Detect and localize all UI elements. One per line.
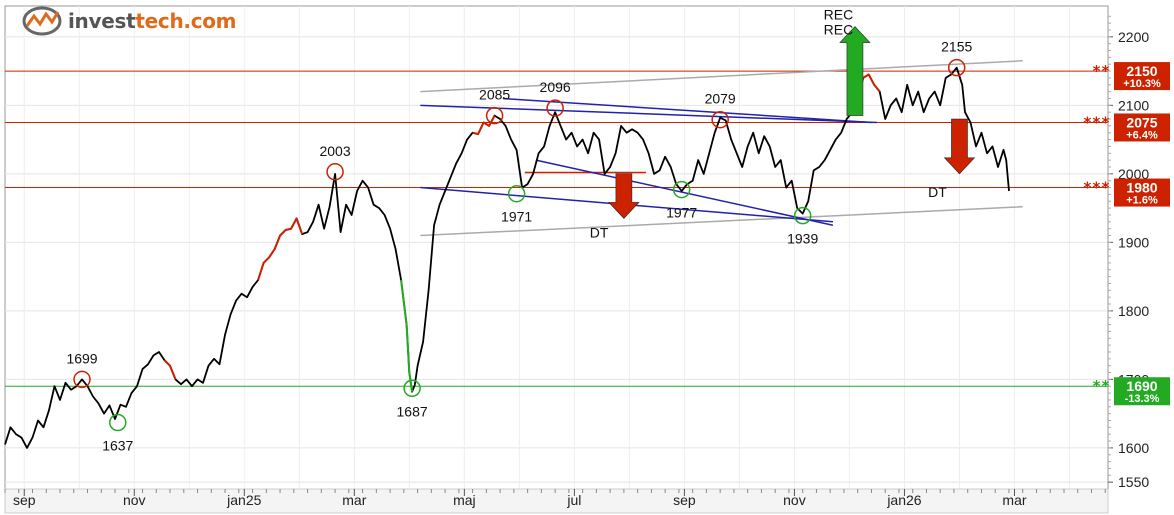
peak-marker bbox=[326, 163, 344, 181]
trough-label: 1939 bbox=[787, 231, 818, 247]
y-tick-label: 2100 bbox=[1118, 97, 1149, 113]
level-stars: *** bbox=[1083, 113, 1110, 131]
peak-marker bbox=[546, 99, 564, 117]
buy-signal-arrow bbox=[839, 26, 871, 116]
x-tick-label: nov bbox=[783, 492, 806, 508]
level-badge bbox=[1114, 178, 1170, 207]
logo-text-part1: invest bbox=[68, 9, 136, 33]
y-tick-label: 2200 bbox=[1118, 29, 1149, 45]
x-tick-label: sep bbox=[13, 492, 36, 508]
level-value: 2150 bbox=[1126, 63, 1157, 79]
y-tick-label: 1800 bbox=[1118, 303, 1149, 319]
level-percent: +10.3% bbox=[1123, 78, 1161, 90]
signal-label: DT bbox=[590, 225, 609, 241]
support-resistance-lines bbox=[5, 70, 1108, 387]
peak-trough-markers: 1699 2003 2085 2096 2079 2155 1637 1687 1971 1977… bbox=[66, 39, 972, 454]
peak-marker bbox=[711, 110, 729, 129]
x-tick-label: jul bbox=[566, 492, 581, 508]
level-stars: ** bbox=[1092, 62, 1110, 80]
trough-marker bbox=[403, 379, 421, 398]
peak-label: 1699 bbox=[66, 350, 97, 366]
x-tick-label: nov bbox=[123, 492, 146, 508]
trough-label: 1977 bbox=[666, 205, 697, 221]
level-percent: +6.4% bbox=[1126, 129, 1158, 141]
trend-line bbox=[502, 97, 872, 124]
level-stars: *** bbox=[1083, 179, 1110, 197]
peak-marker bbox=[947, 58, 966, 77]
signal-label: REC bbox=[824, 22, 854, 38]
y-tick-label: 1550 bbox=[1118, 474, 1149, 490]
peak-label: 2096 bbox=[540, 79, 571, 95]
logo-text-part2: tech.com bbox=[135, 9, 237, 33]
peak-label: 2079 bbox=[705, 91, 736, 107]
x-tick-label: jan25 bbox=[226, 492, 261, 508]
x-tick-label: jan26 bbox=[886, 492, 921, 508]
level-badge bbox=[1114, 62, 1170, 91]
y-axis: 15501600170018001900200021002200 bbox=[1107, 6, 1149, 490]
x-axis-band bbox=[4, 488, 1109, 514]
trough-marker bbox=[672, 180, 691, 199]
sell-signal-arrow bbox=[943, 118, 976, 175]
trough-marker bbox=[507, 184, 526, 203]
peak-label: 2155 bbox=[941, 39, 972, 55]
x-tick-label: mar bbox=[342, 492, 366, 508]
level-percent: +1.6% bbox=[1126, 195, 1158, 207]
y-tick-label: 2000 bbox=[1118, 166, 1149, 182]
x-tick-label: mar bbox=[1002, 492, 1026, 508]
investtech-logo[interactable]: investtech.com bbox=[22, 6, 237, 36]
level-value: 1690 bbox=[1126, 378, 1157, 394]
y-tick-label: 1600 bbox=[1118, 440, 1149, 456]
trough-label: 1971 bbox=[501, 209, 532, 225]
level-badge bbox=[1114, 377, 1170, 406]
trough-marker bbox=[793, 206, 812, 225]
price-series-line bbox=[4, 66, 1010, 449]
level-percent: -13.3% bbox=[1125, 393, 1160, 405]
peak-label: 2085 bbox=[479, 87, 510, 103]
level-labels: ** 2150+10.3% *** 2075+6.4% *** 1980+1.6% ** 16… bbox=[1083, 62, 1170, 406]
level-value: 2075 bbox=[1126, 114, 1157, 130]
peak-label: 2003 bbox=[319, 143, 350, 159]
level-value: 1980 bbox=[1126, 180, 1157, 196]
trough-label: 1687 bbox=[397, 403, 428, 419]
investtech-logo-icon bbox=[22, 6, 62, 36]
peak-marker bbox=[485, 106, 504, 125]
signal-label: DT bbox=[928, 184, 947, 200]
x-tick-label: maj bbox=[453, 492, 476, 508]
logo-text: investtech.com bbox=[68, 9, 237, 33]
sell-signal-arrow bbox=[608, 173, 640, 219]
peak-marker bbox=[73, 370, 91, 389]
price-segment-colored bbox=[257, 217, 304, 281]
trough-marker bbox=[109, 413, 127, 432]
trend-line bbox=[535, 159, 834, 226]
y-tick-label: 1900 bbox=[1118, 234, 1149, 250]
x-axis: sep nov jan25 mar maj jul sep nov jan26 mar bbox=[4, 488, 1109, 514]
price-line bbox=[4, 66, 1010, 449]
price-segment-colored bbox=[472, 115, 496, 136]
price-segment-colored bbox=[400, 279, 414, 392]
level-badge bbox=[1114, 113, 1170, 142]
price-segment-colored bbox=[163, 359, 177, 380]
x-tick-label: sep bbox=[673, 492, 696, 508]
trend-channel-line bbox=[420, 60, 1023, 93]
level-stars: ** bbox=[1092, 377, 1110, 395]
trend-channel-line bbox=[420, 205, 1023, 237]
trough-label: 1637 bbox=[102, 438, 133, 454]
signal-label: REC bbox=[824, 7, 854, 23]
